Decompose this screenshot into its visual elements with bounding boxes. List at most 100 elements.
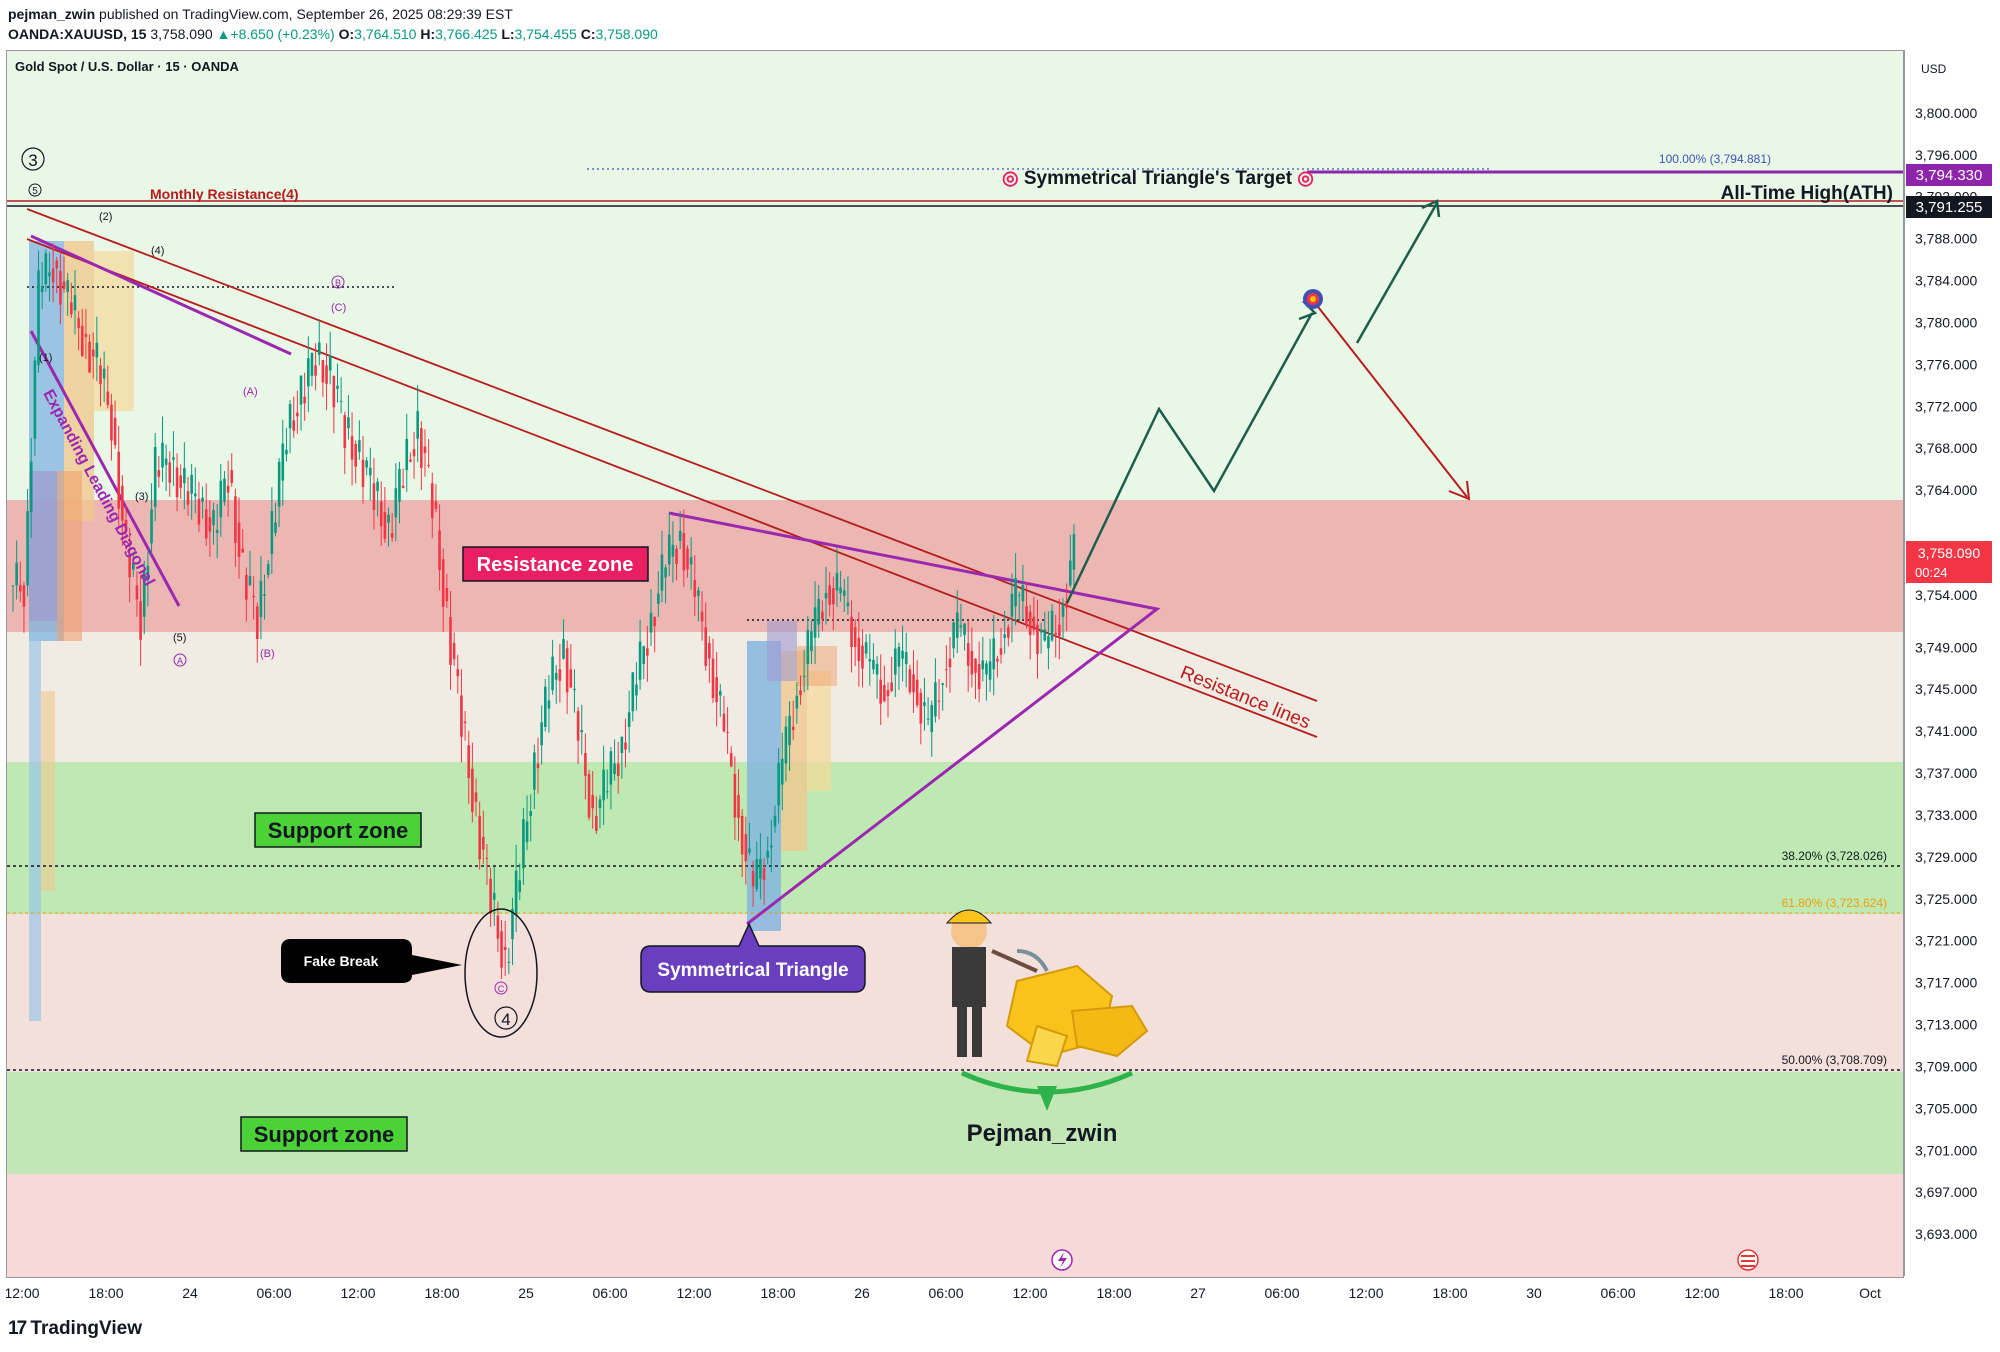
symmetrical-triangle-shape[interactable] — [668, 511, 1161, 926]
low-value: 3,754.455 — [514, 26, 577, 42]
candle-body — [303, 396, 306, 404]
resistance-zone-box — [462, 546, 649, 582]
price-change: +8.650 (+0.23%) — [230, 26, 335, 42]
candle-body — [153, 447, 157, 507]
candle-body — [992, 638, 996, 670]
candle-body — [562, 638, 565, 659]
candle-body — [791, 726, 795, 730]
time-axis[interactable]: 12:00 18:00 24 06:00 12:00 18:00 25 06:00 12:00 1… — [4, 1278, 1902, 1306]
resistance-line-1[interactable] — [26, 208, 1318, 702]
price-tick-label: 3,713.000 — [1915, 1017, 1977, 1033]
candle-body — [139, 601, 142, 640]
candle-body — [336, 385, 339, 389]
target-price-text: 3,794.330 — [1916, 167, 1983, 184]
candle-body — [733, 774, 737, 818]
candle-body — [981, 660, 985, 670]
candle-body — [886, 690, 890, 697]
projection-path-1 — [1065, 312, 1314, 604]
candle-body — [274, 522, 277, 534]
time-tick-label: 12:00 — [6, 1285, 40, 1301]
target-price-tag — [1906, 164, 1992, 186]
candle-body — [1028, 611, 1032, 636]
symmetrical-triangle-callout — [640, 922, 866, 993]
low-label: L: — [501, 26, 515, 42]
candle-body — [671, 544, 675, 557]
candle-body — [172, 457, 175, 460]
wave-4-marker: 4 — [494, 1006, 518, 1030]
price-tick-label: 3,693.000 — [1915, 1226, 1977, 1242]
candle-body — [55, 260, 59, 269]
symbol-label: OANDA:XAUUSD, 15 — [8, 26, 147, 42]
candle-body — [835, 573, 839, 591]
price-tick-label: 3,733.000 — [1915, 807, 1977, 823]
candle-body — [715, 677, 718, 703]
candle-body — [266, 563, 270, 575]
candle-body — [748, 848, 751, 853]
candle-body — [740, 815, 744, 855]
price-tick-label: 3,788.000 — [1915, 231, 1977, 247]
candle-body — [759, 858, 762, 879]
candle-body — [110, 404, 113, 441]
projection-path-2 — [1355, 202, 1439, 344]
time-tick-label: 18:00 — [88, 1285, 123, 1301]
candle-body — [219, 480, 223, 518]
candle-body — [952, 622, 955, 649]
candle-body — [926, 718, 930, 720]
last-price: 3,758.090 — [150, 26, 213, 42]
fib-38-label: 38.20% (3,728.026) — [1782, 849, 1887, 863]
candle-body — [245, 574, 248, 600]
fake-break-callout — [281, 939, 462, 983]
symmetrical-triangle-label: Symmetrical Triangle — [657, 960, 848, 981]
candle-body — [744, 834, 748, 862]
candle-body — [95, 342, 99, 358]
resistance-line-2[interactable] — [26, 238, 1318, 738]
candle-body — [1025, 606, 1028, 624]
candle-body — [350, 436, 354, 460]
candle-body — [438, 530, 441, 571]
time-ticks-group: 12:00 18:00 24 06:00 12:00 18:00 25 06:00 12:00 1… — [4, 1285, 1881, 1301]
price-scale[interactable]: USD 3,800.0003,796.0003,792.0003,788.000… — [1904, 50, 1997, 1276]
candle-body — [460, 695, 463, 737]
time-tick-label: 12:00 — [1348, 1285, 1383, 1301]
candle-body — [183, 468, 186, 484]
price-tick-label: 3,741.000 — [1915, 723, 1977, 739]
price-tick-label: 3,717.000 — [1915, 975, 1977, 991]
chart-svg[interactable]: Gold Spot / U.S. Dollar · 15 · OANDA — [7, 51, 1903, 1277]
candle-body — [824, 592, 828, 599]
candle-body — [660, 554, 664, 591]
candle-body — [766, 851, 769, 858]
candle-body — [332, 375, 336, 408]
candle-body — [383, 512, 387, 539]
paren-wave-b: (B) — [260, 648, 275, 660]
diagonal-lower-line[interactable] — [29, 330, 181, 607]
candle-body — [605, 791, 609, 793]
candle-body — [879, 679, 883, 704]
candle-body — [850, 616, 853, 648]
open-label: O: — [338, 26, 355, 42]
time-tick-label: 06:00 — [256, 1285, 291, 1301]
candle-body — [175, 467, 179, 498]
candle-body — [620, 736, 624, 754]
candle-body — [347, 417, 350, 429]
candle-body — [649, 612, 653, 633]
candle-body — [934, 682, 937, 717]
candle-body — [536, 763, 540, 769]
candle-body — [853, 627, 857, 648]
candle-body — [1021, 585, 1025, 602]
candle-body — [142, 571, 146, 617]
candle-body — [135, 585, 139, 600]
candle-body — [784, 726, 788, 764]
lightning-event-icon[interactable] — [1051, 1249, 1073, 1271]
chart-pane[interactable]: Gold Spot / U.S. Dollar · 15 · OANDA — [6, 50, 1904, 1278]
candle-body — [1072, 534, 1076, 570]
us-flag-event-icon[interactable] — [1737, 1249, 1759, 1271]
candle-body — [718, 691, 722, 696]
candle-body — [164, 458, 168, 465]
price-tick-label: 3,737.000 — [1915, 765, 1977, 781]
diagonal-upper-line[interactable] — [30, 234, 292, 356]
candle-body — [908, 669, 912, 692]
candle-body — [296, 412, 299, 417]
candle-body — [565, 648, 569, 693]
publisher-name[interactable]: pejman_zwin — [8, 6, 96, 22]
candle-body — [204, 509, 208, 539]
